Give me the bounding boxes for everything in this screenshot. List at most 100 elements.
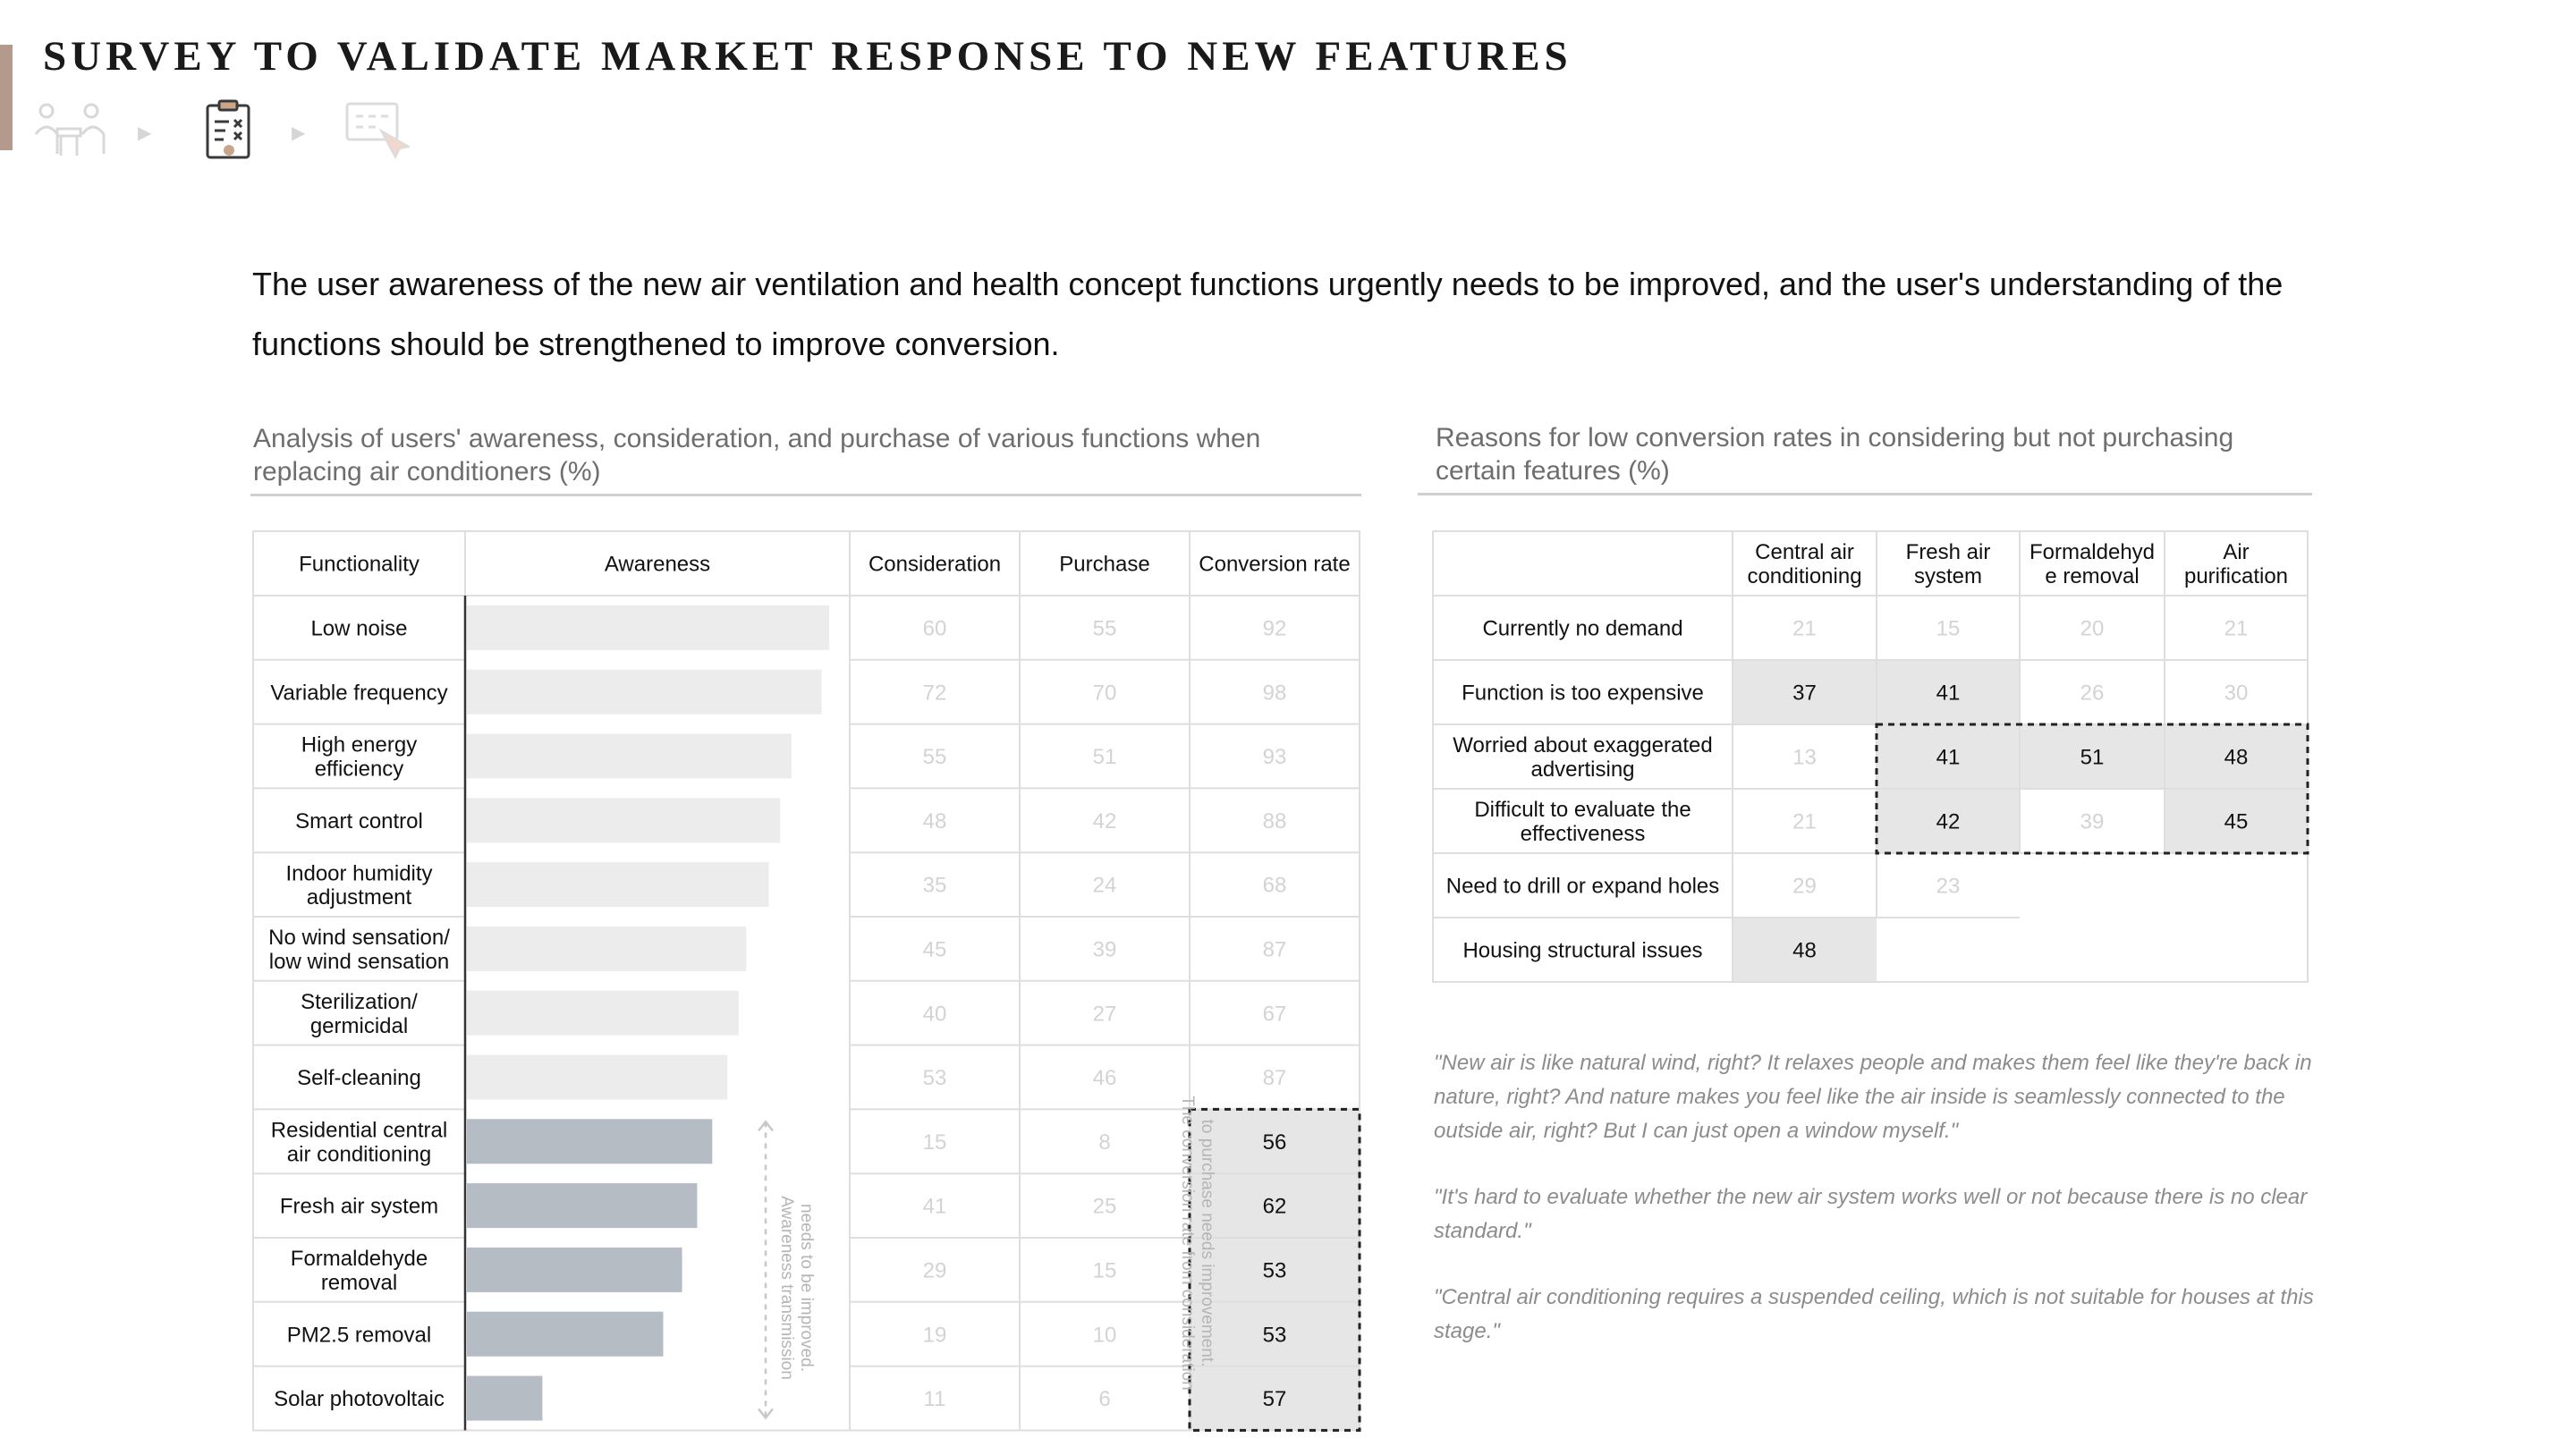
cell-value: 26 (2080, 681, 2105, 706)
column-header: Consideration (869, 553, 1001, 577)
column-header: Air purification (2184, 540, 2288, 588)
right-subtitle-rule (1418, 493, 2312, 495)
reasons-dashed-box (1875, 723, 2309, 855)
purchase-value: 51 (1093, 745, 1117, 769)
consideration-value: 48 (923, 809, 947, 834)
row-label: Function is too expensive (1462, 681, 1704, 706)
purchase-value: 46 (1093, 1066, 1117, 1090)
row-label: High energy efficiency (301, 733, 417, 782)
column-header: Purchase (1059, 553, 1149, 577)
consideration-value: 29 (923, 1259, 947, 1283)
awareness-bar (467, 862, 769, 908)
column-header: Formaldehyd e removal (2029, 540, 2155, 588)
right-chart-subtitle: Reasons for low conversion rates in cons… (1436, 423, 2234, 486)
awareness-bar (467, 926, 747, 971)
conversion-annotation: The conversion rate from considerationto… (1178, 1096, 1216, 1391)
cell-value: 21 (1792, 810, 1817, 834)
cell-value: 42 (1936, 810, 1961, 834)
purchase-value: 15 (1093, 1259, 1117, 1283)
awareness-bar (467, 605, 830, 650)
awareness-bar (467, 798, 781, 843)
purchase-value: 10 (1093, 1323, 1117, 1347)
conversion-highlight-fill (1190, 1109, 1360, 1431)
row-label: Need to drill or expand holes (1446, 875, 1720, 899)
user-quotes: "New air is like natural wind, right? It… (1434, 1046, 2319, 1381)
consideration-value: 45 (923, 938, 947, 962)
conversion-value: 62 (1263, 1195, 1287, 1219)
awareness-bar (467, 1054, 728, 1100)
conversion-value: 87 (1263, 938, 1287, 962)
conversion-value: 57 (1263, 1387, 1287, 1411)
awareness-arrow-head (758, 1408, 774, 1420)
cell-value: 39 (2080, 810, 2105, 834)
highlight-cell (1877, 789, 2020, 853)
awareness-bar (467, 733, 792, 779)
purchase-value: 24 (1093, 874, 1117, 898)
cell-value: 41 (1936, 681, 1961, 706)
purchase-value: 39 (1093, 938, 1117, 962)
consideration-value: 11 (924, 1387, 946, 1411)
highlight-cell (1733, 660, 1877, 724)
awareness-annotation: Awareness transmissionneeds to be improv… (777, 1196, 816, 1380)
consideration-value: 60 (923, 617, 947, 641)
cell-value: 13 (1792, 746, 1817, 770)
row-label: Formaldehyde removal (291, 1247, 428, 1295)
screen-click-icon (343, 98, 411, 167)
accent-bar (0, 45, 13, 150)
consideration-value: 19 (923, 1323, 947, 1347)
purchase-value: 55 (1093, 617, 1117, 641)
step-arrow-icon: ▶ (292, 123, 306, 143)
consideration-value: 53 (923, 1066, 947, 1090)
column-header: Conversion rate (1199, 553, 1350, 577)
user-quote: "Central air conditioning requires a sus… (1434, 1285, 2314, 1343)
cell-value: 21 (1792, 617, 1817, 641)
purchase-value: 6 (1098, 1387, 1110, 1411)
row-label: Solar photovoltaic (274, 1387, 445, 1411)
conversion-value: 93 (1263, 745, 1287, 769)
user-quote: "It's hard to evaluate whether the new a… (1434, 1185, 2308, 1243)
conversion-dashed-box (1188, 1107, 1361, 1432)
table-border (1432, 530, 2309, 983)
cell-value: 45 (2224, 810, 2249, 834)
row-label: Low noise (310, 617, 407, 641)
purchase-value: 42 (1093, 809, 1117, 834)
conversion-value: 56 (1263, 1130, 1287, 1155)
row-label: Housing structural issues (1462, 939, 1702, 963)
column-header: Awareness (605, 553, 710, 577)
row-label: PM2.5 removal (287, 1323, 431, 1347)
conversion-value: 53 (1263, 1259, 1287, 1283)
cell-value: 37 (1792, 681, 1817, 706)
row-label: Fresh air system (280, 1195, 438, 1219)
row-label: Sterilization/germicidal (301, 990, 418, 1038)
conversion-value: 88 (1263, 809, 1287, 834)
interview-icon (32, 98, 107, 167)
awareness-bar (467, 1375, 543, 1421)
consideration-value: 72 (923, 681, 947, 705)
row-label: Indoor humidity adjustment (285, 861, 432, 910)
survey-clipboard-icon (202, 98, 256, 167)
conversion-value: 92 (1263, 617, 1287, 641)
column-header: Functionality (299, 553, 419, 577)
awareness-bar (467, 990, 739, 1036)
highlight-cell (2165, 789, 2308, 853)
purchase-value: 27 (1093, 1002, 1117, 1026)
highlight-cell (1877, 724, 2020, 789)
user-quote: "New air is like natural wind, right? It… (1434, 1051, 2312, 1143)
column-header: Fresh air system (1906, 540, 1991, 588)
row-label: Residential central air conditioning (271, 1119, 447, 1167)
awareness-bar (467, 1119, 713, 1164)
conversion-value: 87 (1263, 1066, 1287, 1090)
row-label: Difficult to evaluate the effectiveness (1474, 798, 1690, 846)
step-arrow-icon: ▶ (138, 123, 152, 143)
left-chart-subtitle: Analysis of users' awareness, considerat… (253, 424, 1261, 487)
purchase-value: 25 (1093, 1195, 1117, 1219)
conversion-value: 67 (1263, 1002, 1287, 1026)
row-label: Variable frequency (270, 681, 447, 705)
row-label: No wind sensation/low wind sensation (268, 926, 450, 974)
column-header: Central air conditioning (1747, 540, 1861, 588)
highlight-cell (1733, 918, 1877, 982)
page-title: SURVEY TO VALIDATE MARKET RESPONSE TO NE… (43, 33, 1572, 80)
cell-value: 30 (2224, 681, 2249, 706)
